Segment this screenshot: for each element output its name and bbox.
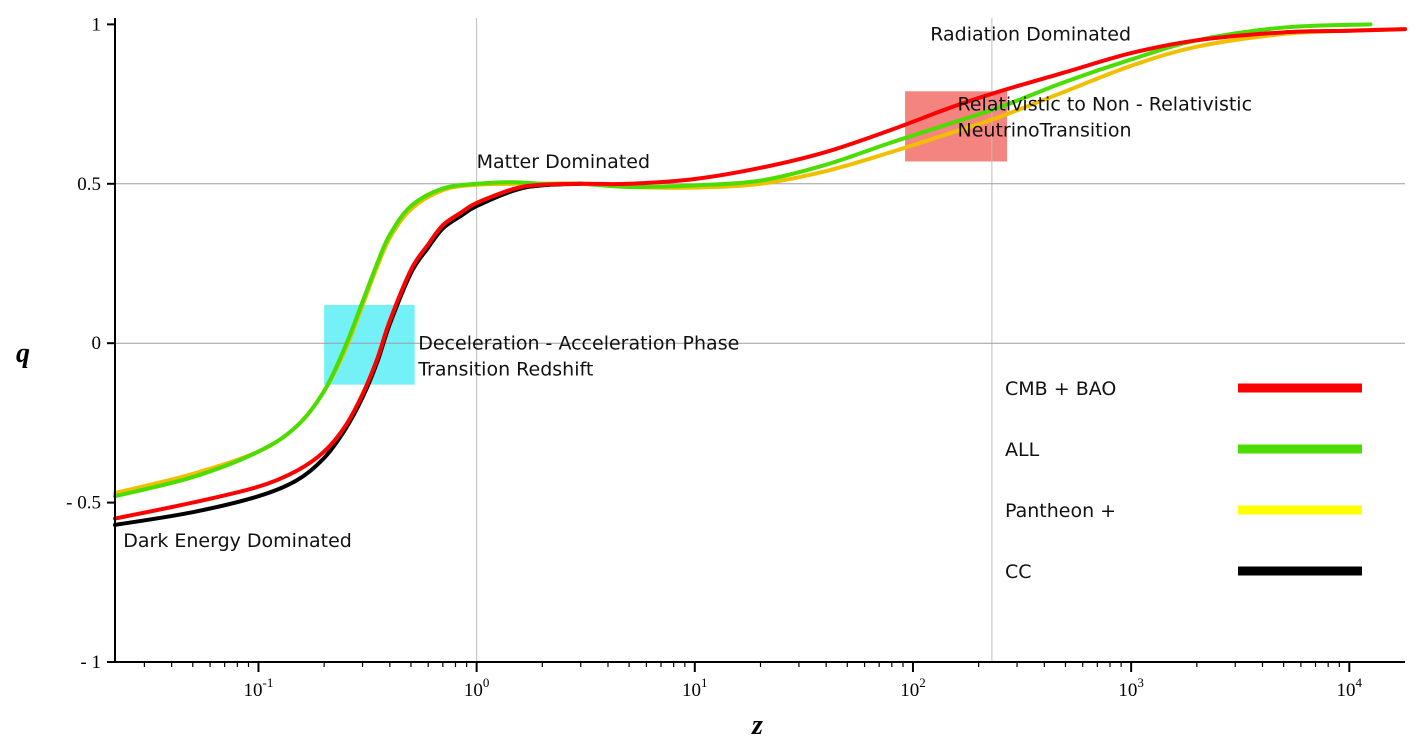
y-tick-label: 0	[92, 333, 102, 354]
x-tick-label: 100	[464, 675, 490, 701]
shaded-regions	[324, 91, 1008, 385]
legend-label-all: ALL	[1005, 439, 1040, 461]
x-tick-label: 101	[682, 675, 708, 701]
annotation-neutrino-transition: Relativistic to Non - Relativistic Neutri…	[958, 93, 1253, 141]
region-neutrino-transition	[905, 91, 1008, 162]
series-line-cmb-bao	[113, 27, 1407, 521]
annotation-dark-energy-dominated: Dark Energy Dominated	[123, 530, 352, 552]
x-tick-label: 10-1	[244, 675, 274, 701]
series-lines	[113, 22, 1407, 527]
legend: CMB + BAO ALL Pantheon + CC	[1005, 378, 1362, 583]
annotation-matter-dominated: Matter Dominated	[477, 151, 650, 173]
annotations: Radiation Dominated Relativistic to Non -…	[123, 23, 1252, 552]
y-tick-label: - 1	[80, 652, 101, 673]
legend-label-cc: CC	[1005, 561, 1032, 583]
x-tick-label: 104	[1337, 675, 1363, 701]
y-tick-label: - 0.5	[66, 493, 101, 514]
legend-label-pantheon: Pantheon +	[1005, 500, 1116, 522]
y-tick-label: 1	[92, 14, 102, 35]
y-axis-label: q	[16, 338, 30, 369]
x-tick-label: 103	[1118, 675, 1144, 701]
annotation-transition-redshift: Deceleration - Acceleration Phase Transit…	[417, 333, 739, 381]
x-axis-label: z	[751, 710, 763, 741]
axis-ticks: 1 0.5 0 - 0.5 - 1 10-1 100 101 102 103 104	[66, 14, 1362, 701]
annotation-radiation-dominated: Radiation Dominated	[930, 23, 1131, 45]
x-tick-label: 102	[900, 675, 926, 701]
region-transition-redshift	[324, 304, 415, 385]
legend-label-cmb-bao: CMB + BAO	[1005, 378, 1116, 400]
y-tick-label: 0.5	[77, 174, 101, 195]
